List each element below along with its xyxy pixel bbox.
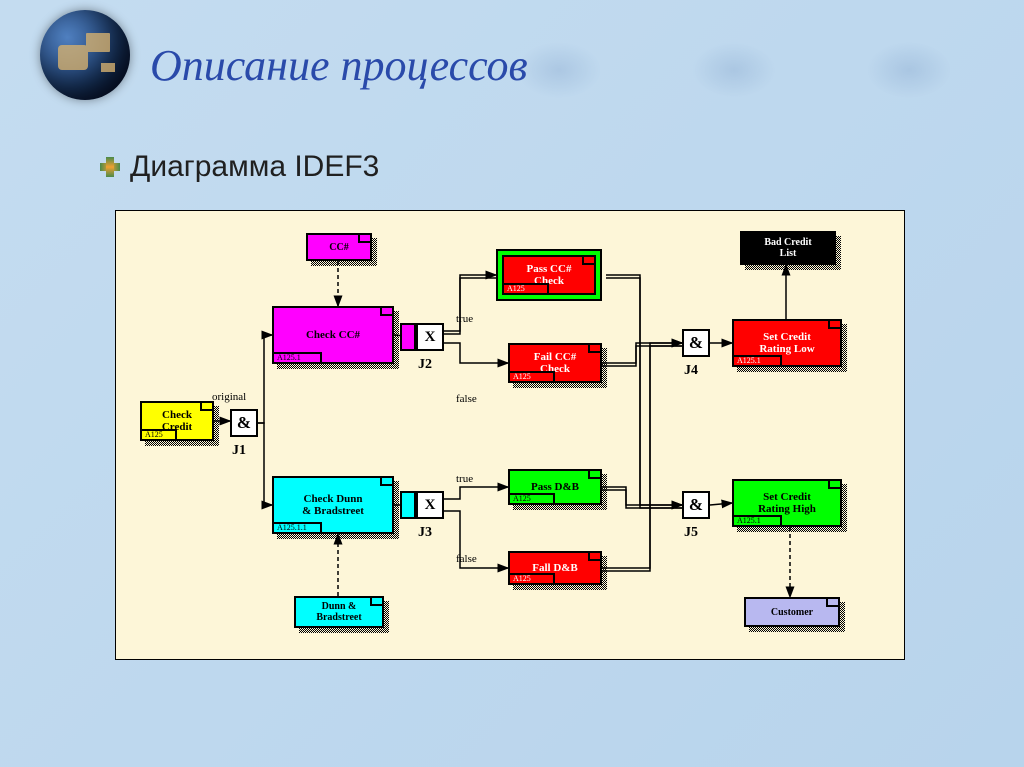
node-tag: A125 bbox=[140, 429, 177, 441]
node-corner bbox=[582, 255, 596, 265]
idef3-diagram: CheckCreditA125 CC# Check CC# A125.1 Check D… bbox=[115, 210, 905, 660]
node-corner bbox=[588, 343, 602, 353]
node-label: Dunn &Bradstreet bbox=[312, 599, 365, 625]
junction-label: J5 bbox=[684, 525, 698, 541]
junction-label: J2 bbox=[418, 357, 432, 373]
node-pass_ccn: Pass CC#CheckA125 bbox=[502, 255, 596, 295]
junction-J4: & bbox=[682, 329, 710, 357]
node-corner bbox=[380, 476, 394, 486]
node-tag: A125.1 bbox=[732, 515, 782, 527]
slide-header: Описание процессов bbox=[0, 0, 1024, 130]
junction-J5: & bbox=[682, 491, 710, 519]
node-fail_db: Fall D&BA125 bbox=[508, 551, 602, 585]
node-customer: Customer bbox=[744, 597, 840, 627]
node-check_dunn: Check Dunn& Bradstreet A125.1.1 bbox=[272, 476, 394, 534]
node-label: Customer bbox=[767, 605, 817, 620]
node-check_ccn: Check CC# A125.1 bbox=[272, 306, 394, 364]
node-corner bbox=[588, 551, 602, 561]
background-maps bbox=[484, 30, 984, 110]
node-rating_high: Set CreditRating HighA125.1 bbox=[732, 479, 842, 527]
junction-prebox bbox=[400, 491, 416, 519]
node-rating_low: Set CreditRating LowA125.1 bbox=[732, 319, 842, 367]
node-pass_db: Pass D&BA125 bbox=[508, 469, 602, 505]
node-label: Set CreditRating High bbox=[754, 489, 820, 517]
node-tag: A125 bbox=[508, 493, 555, 505]
node-bad_credit: Bad CreditList bbox=[740, 231, 836, 265]
junction-prebox bbox=[400, 323, 416, 351]
node-corner bbox=[826, 597, 840, 607]
node-corner bbox=[588, 469, 602, 479]
node-corner bbox=[380, 306, 394, 316]
slide-title: Описание процессов bbox=[150, 40, 528, 91]
node-tag: A125.1 bbox=[272, 352, 322, 364]
edge-label: original bbox=[212, 391, 246, 403]
node-tag: A125 bbox=[508, 573, 555, 585]
node-ccn: CC# bbox=[306, 233, 372, 261]
edge-label: false bbox=[456, 393, 477, 405]
edge-label: true bbox=[456, 473, 473, 485]
node-label: Check Dunn& Bradstreet bbox=[298, 491, 368, 519]
node-corner bbox=[358, 233, 372, 243]
node-corner bbox=[828, 319, 842, 329]
node-tag: A125 bbox=[502, 283, 549, 295]
bullet-icon bbox=[100, 157, 120, 177]
subtitle-row: Диаграмма IDEF3 bbox=[100, 150, 379, 184]
junction-label: J1 bbox=[232, 443, 246, 459]
junction-J2: X bbox=[416, 323, 444, 351]
globe-icon bbox=[40, 10, 130, 100]
junction-label: J3 bbox=[418, 525, 432, 541]
node-corner bbox=[370, 596, 384, 606]
junction-label: J4 bbox=[684, 363, 698, 379]
node-tag: A125.1 bbox=[732, 355, 782, 367]
junction-J1: & bbox=[230, 409, 258, 437]
node-check_credit: CheckCreditA125 bbox=[140, 401, 214, 441]
node-tag: A125.1.1 bbox=[272, 522, 322, 534]
edge-label: false bbox=[456, 553, 477, 565]
edge-label: true bbox=[456, 313, 473, 325]
junction-J3: X bbox=[416, 491, 444, 519]
slide-subtitle: Диаграмма IDEF3 bbox=[130, 150, 379, 184]
node-corner bbox=[822, 231, 836, 241]
node-corner bbox=[828, 479, 842, 489]
node-fail_ccn: Fail CC#CheckA125 bbox=[508, 343, 602, 383]
node-label: Set CreditRating Low bbox=[755, 329, 818, 357]
node-label: CC# bbox=[325, 240, 352, 255]
node-label: Check CC# bbox=[302, 327, 364, 343]
node-tag: A125 bbox=[508, 371, 555, 383]
node-label: Bad CreditList bbox=[760, 235, 815, 261]
node-dunn_ref: Dunn &Bradstreet bbox=[294, 596, 384, 628]
